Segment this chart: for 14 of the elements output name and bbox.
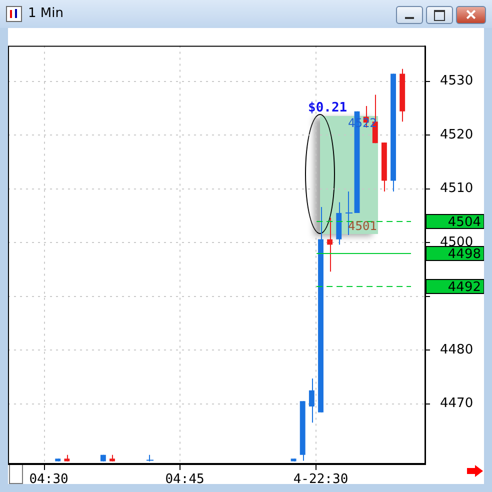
y-tick-label: 4470	[440, 396, 474, 412]
x-tick-label: 4-22:30	[293, 472, 348, 488]
ref-line-label: 4504	[448, 214, 481, 230]
y-tick-label: 4520	[440, 127, 474, 142]
x-tick-label: 04:45	[165, 472, 204, 488]
chart-title: 1 Min	[28, 6, 64, 21]
x-tick-label: 04:30	[29, 472, 68, 488]
y-tick-label: 4480	[440, 342, 474, 358]
y-tick-label: 4530	[440, 74, 474, 89]
candlestick	[308, 378, 314, 424]
ref-line-label: 4492	[448, 280, 481, 295]
candlestick	[327, 217, 333, 272]
y-tick-label: 4510	[440, 181, 474, 196]
annotation: $0.21	[308, 100, 348, 116]
